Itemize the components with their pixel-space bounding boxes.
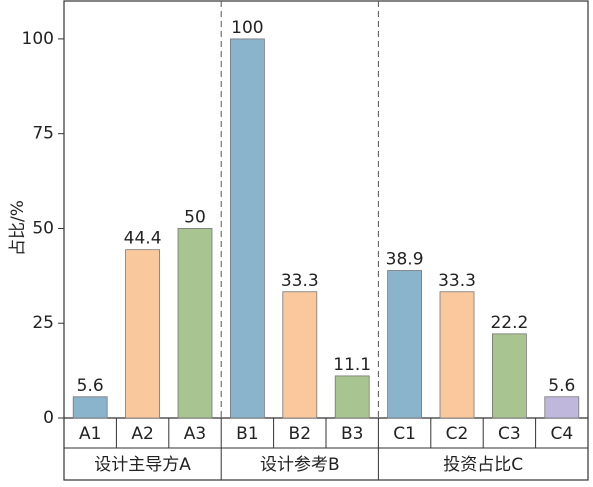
value-label: 11.1	[333, 355, 371, 375]
bar	[125, 249, 160, 419]
y-tick-label: 75	[32, 124, 54, 144]
value-label: 5.6	[548, 376, 575, 396]
bar	[544, 396, 580, 419]
bar	[439, 291, 475, 419]
y-tick-label: 0	[43, 408, 54, 428]
x-tick-label: C2	[446, 424, 469, 444]
bar	[387, 270, 423, 419]
value-label: 5.6	[77, 376, 104, 396]
bar	[282, 291, 318, 419]
bar	[72, 396, 108, 419]
value-label: 44.4	[124, 229, 162, 249]
value-label: 22.2	[490, 313, 528, 333]
x-tick-label: B3	[341, 424, 363, 444]
bar	[229, 38, 265, 419]
x-tick-label: C4	[550, 424, 573, 444]
group-label: 投资占比C	[443, 455, 523, 475]
y-tick-label: 50	[32, 218, 54, 238]
bar	[491, 333, 527, 419]
x-tick-label: A2	[131, 424, 153, 444]
value-label: 33.3	[281, 271, 319, 291]
x-tick-label: C3	[498, 424, 521, 444]
value-label: 100	[231, 18, 263, 38]
plot-frame	[63, 0, 589, 481]
group-label: 设计参考B	[260, 455, 340, 475]
y-tick-label: 25	[32, 313, 54, 333]
x-tick-label: A3	[184, 424, 206, 444]
y-tick-label: 100	[22, 29, 54, 49]
x-tick-label: A1	[79, 424, 101, 444]
x-tick-label: B2	[289, 424, 311, 444]
bar	[334, 375, 370, 419]
group-label: 设计主导方A	[94, 455, 191, 475]
x-tick-label: C1	[393, 424, 416, 444]
y-axis-label: 占比/%	[8, 200, 28, 256]
value-label: 33.3	[438, 271, 476, 291]
value-label: 38.9	[386, 250, 424, 270]
value-label: 50	[184, 207, 206, 227]
x-tick-label: B1	[236, 424, 258, 444]
bar	[177, 228, 213, 419]
